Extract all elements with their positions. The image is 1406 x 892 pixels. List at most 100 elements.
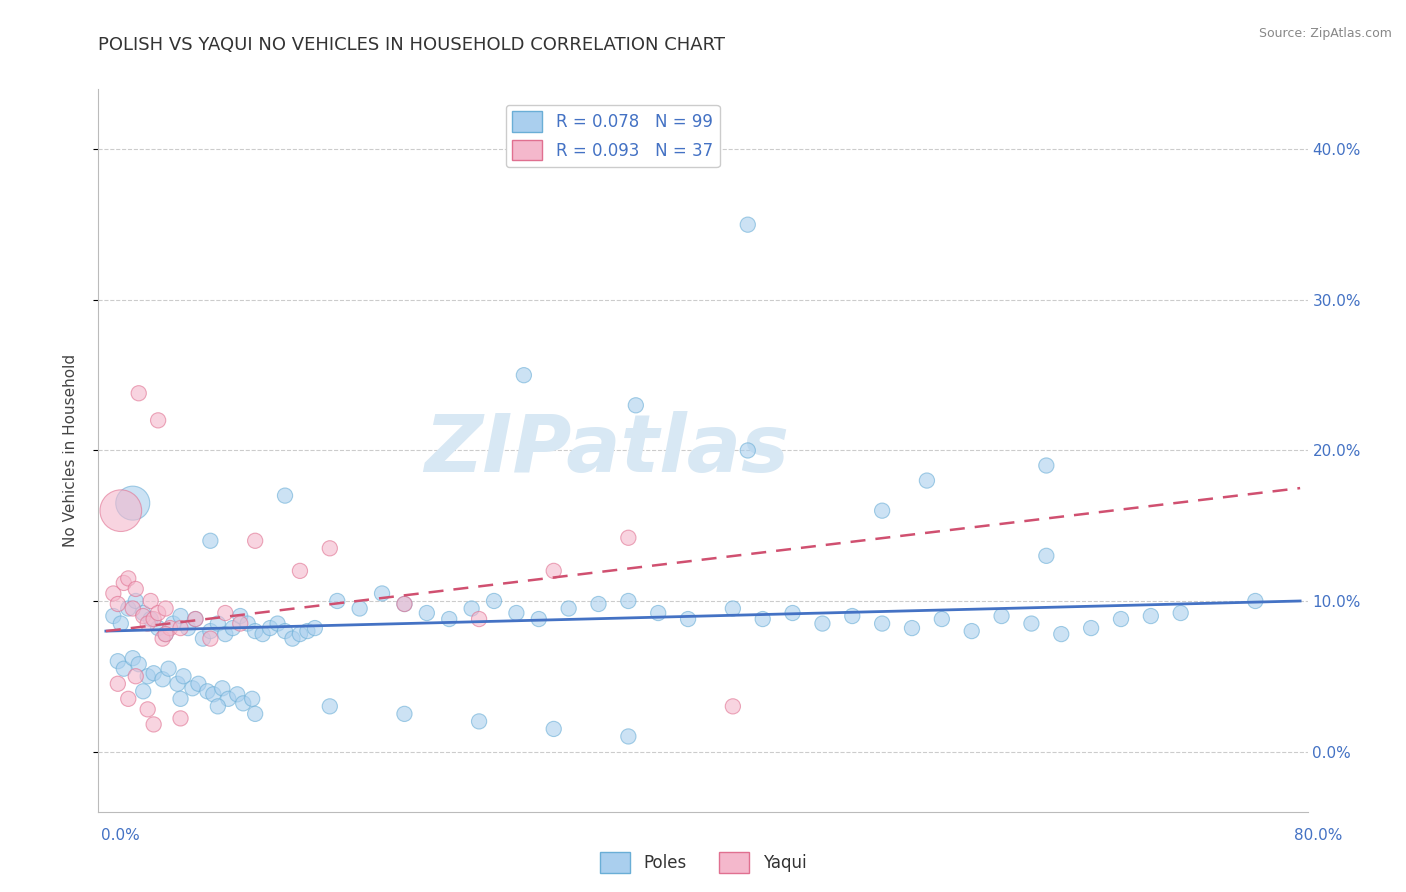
Point <box>513 368 536 383</box>
Point <box>841 609 863 624</box>
Point <box>125 669 148 683</box>
Point <box>557 601 579 615</box>
Point <box>146 621 169 635</box>
Point <box>721 699 744 714</box>
Point <box>229 609 252 624</box>
Point <box>136 669 159 683</box>
Point <box>1140 609 1163 624</box>
Point <box>394 597 416 611</box>
Point <box>243 533 266 548</box>
Point <box>870 616 893 631</box>
Point <box>811 616 834 631</box>
Point <box>191 632 214 646</box>
Point <box>266 616 288 631</box>
Point <box>1035 549 1057 563</box>
Point <box>132 606 155 620</box>
Point <box>200 533 222 548</box>
Point <box>169 621 191 635</box>
Point <box>222 621 245 635</box>
Point <box>870 503 893 517</box>
Point <box>588 597 610 611</box>
Point <box>169 609 191 624</box>
Point <box>142 666 165 681</box>
Point <box>155 627 177 641</box>
Point <box>128 386 150 401</box>
Point <box>166 677 188 691</box>
Point <box>112 576 135 591</box>
Point <box>505 606 527 620</box>
Point <box>319 699 342 714</box>
Point <box>107 677 129 691</box>
Point <box>751 612 773 626</box>
Legend: R = 0.078   N = 99, R = 0.093   N = 37: R = 0.078 N = 99, R = 0.093 N = 37 <box>506 104 720 167</box>
Point <box>394 706 416 721</box>
Point <box>142 612 165 626</box>
Point <box>155 627 177 641</box>
Point <box>169 711 191 725</box>
Point <box>676 612 699 626</box>
Point <box>214 627 236 641</box>
Point <box>1244 594 1267 608</box>
Point <box>125 594 148 608</box>
Point <box>217 691 239 706</box>
Point <box>990 609 1012 624</box>
Point <box>319 541 342 556</box>
Point <box>181 681 204 696</box>
Point <box>132 609 155 624</box>
Point <box>243 706 266 721</box>
Point <box>229 616 252 631</box>
Point <box>177 621 200 635</box>
Point <box>139 594 162 608</box>
Point <box>112 662 135 676</box>
Point <box>152 632 174 646</box>
Text: 0.0%: 0.0% <box>101 829 141 843</box>
Point <box>211 681 233 696</box>
Point <box>737 218 759 232</box>
Point <box>394 597 416 611</box>
Point <box>915 474 938 488</box>
Point <box>624 398 647 412</box>
Point <box>1170 606 1192 620</box>
Point <box>136 702 159 716</box>
Point <box>721 601 744 615</box>
Point <box>901 621 924 635</box>
Point <box>960 624 983 639</box>
Point <box>782 606 804 620</box>
Point <box>139 612 162 626</box>
Point <box>1035 458 1057 473</box>
Point <box>152 673 174 687</box>
Point <box>243 624 266 639</box>
Point <box>931 612 953 626</box>
Text: 80.0%: 80.0% <box>1295 829 1343 843</box>
Point <box>439 612 461 626</box>
Point <box>207 699 229 714</box>
Point <box>103 609 125 624</box>
Point <box>128 657 150 672</box>
Point <box>103 586 125 600</box>
Point <box>274 624 297 639</box>
Point <box>200 632 222 646</box>
Point <box>617 531 640 545</box>
Point <box>200 624 222 639</box>
Point <box>468 714 491 729</box>
Point <box>146 606 169 620</box>
Point <box>349 601 371 615</box>
Point <box>184 612 207 626</box>
Y-axis label: No Vehicles in Household: No Vehicles in Household <box>63 354 77 547</box>
Point <box>142 717 165 731</box>
Point <box>1050 627 1073 641</box>
Point <box>1021 616 1043 631</box>
Point <box>197 684 219 698</box>
Point <box>460 601 482 615</box>
Point <box>121 496 143 510</box>
Point <box>482 594 505 608</box>
Legend: Poles, Yaqui: Poles, Yaqui <box>593 846 813 880</box>
Point <box>107 654 129 668</box>
Point <box>117 571 139 585</box>
Point <box>326 594 349 608</box>
Point <box>117 601 139 615</box>
Point <box>416 606 439 620</box>
Point <box>110 616 132 631</box>
Point <box>132 684 155 698</box>
Point <box>274 489 297 503</box>
